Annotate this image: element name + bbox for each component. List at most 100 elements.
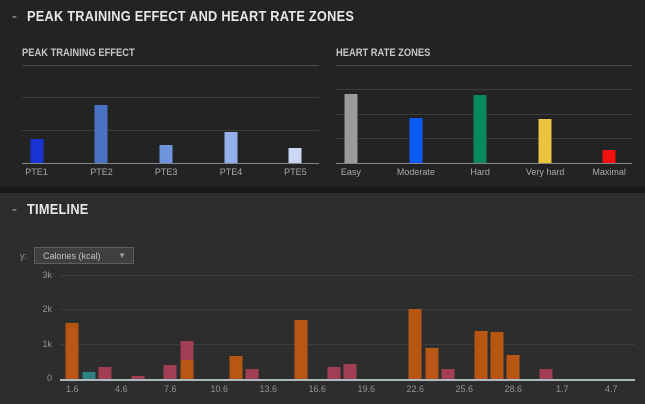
gridline <box>60 343 635 345</box>
timeline-section-title: TIMELINE <box>27 201 89 218</box>
y-metric-dropdown-value: Calories (kcal) <box>43 250 101 261</box>
timeline-bar-22.6 <box>408 271 422 379</box>
y-tick-label-0: 0 <box>46 373 52 383</box>
bar-pte3[interactable] <box>159 145 173 163</box>
bar-segment-orange[interactable] <box>294 320 308 379</box>
x-label-hard: Hard <box>470 167 490 177</box>
timeline-bar-15.6 <box>294 271 308 379</box>
x-tick-label-19.6: 19.6 <box>357 384 376 394</box>
x-tick-label-22.6: 22.6 <box>406 384 425 394</box>
x-label-pte2: PTE2 <box>90 167 113 177</box>
bar-segment-orange[interactable] <box>65 322 79 379</box>
section-training-effect: - PEAK TRAINING EFFECT AND HEART RATE ZO… <box>0 0 645 187</box>
bar-maximal[interactable] <box>602 149 616 163</box>
bar-segment-orange[interactable] <box>229 355 243 379</box>
hrz-plot-area <box>335 65 632 164</box>
y-tick-label-3k: 3k <box>42 269 52 280</box>
collapse-training-section-button[interactable]: - <box>12 8 17 25</box>
bar-segment-crimson[interactable] <box>343 364 357 379</box>
bar-segment-crimson[interactable] <box>327 367 341 379</box>
gridline <box>60 309 635 310</box>
timeline-bar-5.6 <box>131 271 145 379</box>
timeline-bar-24.6 <box>441 271 455 379</box>
bar-segment-orange[interactable] <box>474 330 488 379</box>
gridline <box>22 97 319 99</box>
bar-segment-crimson[interactable] <box>539 368 553 379</box>
x-tick-label-1.6: 1.6 <box>65 384 79 394</box>
x-label-very-hard: Very hard <box>525 167 565 177</box>
timeline-bar-23.6 <box>425 271 439 379</box>
x-tick-label-4.6: 4.6 <box>114 384 128 394</box>
bar-pte2[interactable] <box>94 104 108 163</box>
bar-segment-orange[interactable] <box>490 332 504 379</box>
bar-segment-crimson[interactable] <box>441 369 455 379</box>
timeline-bar-28.6 <box>506 271 520 379</box>
gridline <box>22 129 319 131</box>
x-tick-label-28.6: 28.6 <box>504 384 523 394</box>
timeline-bar-2.6 <box>82 271 96 379</box>
pte-x-labels: PTE1 PTE2 PTE3 PTE4 PTE5 <box>22 167 319 179</box>
timeline-controls: y: Calories (kcal) ▼ <box>20 247 645 264</box>
x-tick-label-16.6: 16.6 <box>308 384 327 394</box>
bar-pte4[interactable] <box>224 132 238 163</box>
x-tick-label-7.6: 7.6 <box>163 384 177 394</box>
pte-chart-title: PEAK TRAINING EFFECT <box>22 47 135 59</box>
x-label-pte4: PTE4 <box>219 167 243 177</box>
collapse-timeline-section-button[interactable]: - <box>12 201 17 218</box>
timeline-bar-11.6 <box>229 271 243 379</box>
x-tick-label-25.6: 25.6 <box>455 384 474 394</box>
x-label-moderate: Moderate <box>396 167 435 177</box>
hrz-chart: HEART RATE ZONES Easy Moderate Hard Very ha… <box>335 47 633 179</box>
bar-segment-orange[interactable] <box>180 360 194 379</box>
bar-segment-teal[interactable] <box>82 372 96 379</box>
training-section-title: PEAK TRAINING EFFECT AND HEART RATE ZONE… <box>27 8 355 25</box>
x-tick-label-4.7: 4.7 <box>605 384 618 394</box>
x-tick-label-13.6: 13.6 <box>259 384 278 394</box>
timeline-chart: 0 1k 2k 3k 1.6 4.6 7.6 10.6 13.6 16.6 19.6 22.6 25.6… <box>42 270 635 394</box>
x-label-pte5: PTE5 <box>284 167 307 177</box>
timeline-bar-30.6 <box>539 271 553 379</box>
timeline-bar-8.6 <box>180 271 194 379</box>
x-label-pte1: PTE1 <box>25 167 48 177</box>
timeline-bar-26.6 <box>474 271 488 379</box>
timeline-section-header: - TIMELINE <box>0 193 645 218</box>
bar-segment-crimson[interactable] <box>180 341 194 361</box>
pte-plot-area <box>22 65 319 164</box>
bar-segment-crimson[interactable] <box>98 367 112 379</box>
gridline <box>335 89 632 91</box>
x-tick-label-10.6: 10.6 <box>210 384 229 394</box>
timeline-plot-area: 0 1k 2k 3k 1.6 4.6 7.6 10.6 13.6 16.6 19.6 22.6 25.6… <box>42 270 635 394</box>
training-section-header: - PEAK TRAINING EFFECT AND HEART RATE ZO… <box>0 0 645 25</box>
bar-pte1[interactable] <box>30 138 44 163</box>
bar-segment-crimson[interactable] <box>163 364 177 379</box>
x-label-easy: Easy <box>340 167 361 177</box>
timeline-bar-7.6 <box>163 271 177 379</box>
section-timeline: - TIMELINE y: Calories (kcal) ▼ 0 1k 2k 3k 1… <box>0 193 645 404</box>
x-label-maximal: Maximal <box>592 167 626 177</box>
bar-segment-crimson[interactable] <box>245 368 259 379</box>
bar-segment-orange[interactable] <box>506 354 520 379</box>
timeline-bar-1.6 <box>65 271 79 379</box>
y-tick-label-2k: 2k <box>42 304 52 314</box>
bar-easy[interactable] <box>344 93 358 163</box>
timeline-bar-12.6 <box>245 271 259 379</box>
bar-very-hard[interactable] <box>538 119 552 163</box>
bar-segment-orange[interactable] <box>408 309 422 379</box>
timeline-bar-27.6 <box>490 271 504 379</box>
x-label-pte3: PTE3 <box>154 167 178 177</box>
timeline-bar-18.6 <box>343 271 357 379</box>
timeline-bar-17.6 <box>327 271 341 379</box>
bar-segment-orange[interactable] <box>425 347 439 379</box>
bar-moderate[interactable] <box>409 118 423 163</box>
hrz-chart-title: HEART RATE ZONES <box>335 47 430 59</box>
y-metric-dropdown[interactable]: Calories (kcal) ▼ <box>34 247 135 264</box>
bar-hard[interactable] <box>473 95 487 163</box>
y-axis-selector-label: y: <box>20 250 28 261</box>
bar-segment-crimson[interactable] <box>131 375 145 379</box>
gridline <box>60 274 635 276</box>
training-charts-row: PEAK TRAINING EFFECT PTE1 PTE2 PTE3 PTE4 PTE… <box>0 47 645 179</box>
hrz-x-labels: Easy Moderate Hard Very hard Maximal <box>336 167 633 179</box>
x-tick-label-1.7: 1.7 <box>556 384 569 394</box>
bar-pte5[interactable] <box>288 147 302 163</box>
